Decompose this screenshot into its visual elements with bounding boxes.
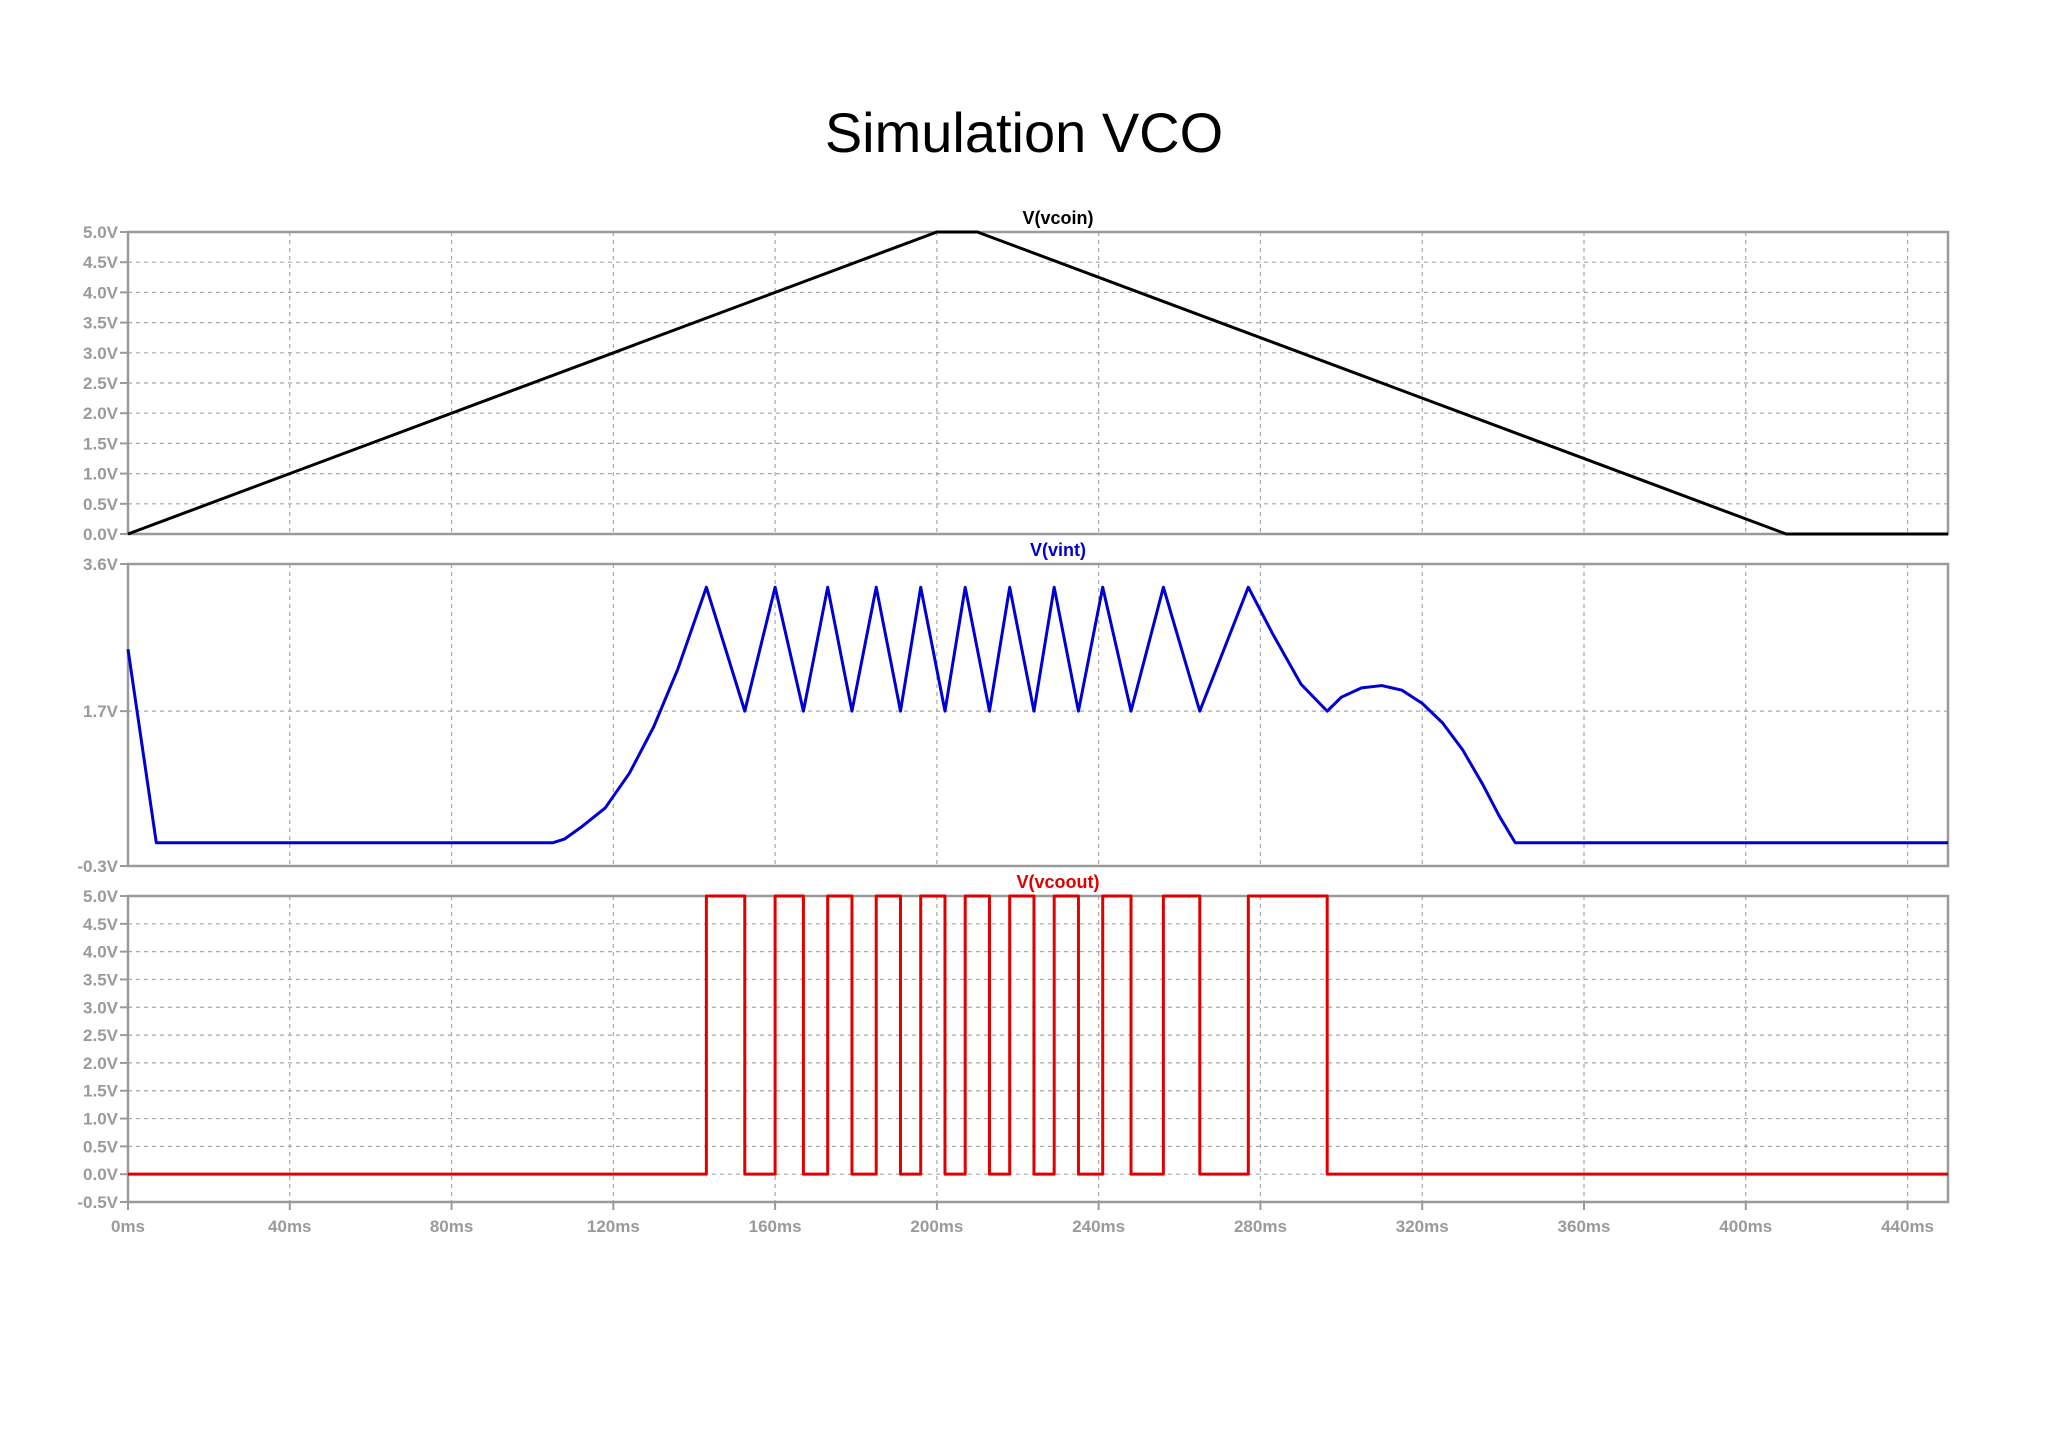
y-tick-label: 0.5V <box>83 495 119 514</box>
x-tick-label: 200ms <box>910 1217 963 1236</box>
plot-title: V(vint) <box>1030 540 1086 560</box>
y-tick-label: 5.0V <box>83 887 119 906</box>
y-tick-label: 3.6V <box>83 555 119 574</box>
trace-vvint <box>126 585 1948 845</box>
y-tick-label: 1.5V <box>83 1082 119 1101</box>
x-tick-label: 120ms <box>587 1217 640 1236</box>
x-tick-label: 400ms <box>1719 1217 1772 1236</box>
y-tick-label: -0.5V <box>77 1193 118 1212</box>
y-tick-label: 4.5V <box>83 915 119 934</box>
y-tick-label: 5.0V <box>83 223 119 242</box>
y-tick-label: 2.0V <box>83 404 119 423</box>
y-tick-label: 2.5V <box>83 374 119 393</box>
plot-title: V(vcoin) <box>1022 208 1093 228</box>
y-tick-label: 2.5V <box>83 1026 119 1045</box>
y-tick-label: 4.0V <box>83 943 119 962</box>
x-tick-label: 0ms <box>111 1217 145 1236</box>
trace-vvcoout <box>128 894 1948 1176</box>
x-tick-label: 80ms <box>430 1217 473 1236</box>
y-tick-label: 3.0V <box>83 344 119 363</box>
y-tick-label: 3.5V <box>83 970 119 989</box>
page-title: Simulation VCO <box>824 101 1224 164</box>
x-tick-label: 160ms <box>749 1217 802 1236</box>
y-tick-label: 2.0V <box>83 1054 119 1073</box>
y-tick-label: 3.5V <box>83 314 119 333</box>
plot-area <box>128 896 1948 1202</box>
x-tick-label: 320ms <box>1396 1217 1449 1236</box>
y-tick-label: 0.5V <box>83 1137 119 1156</box>
trace-vvcoin <box>127 230 1948 536</box>
plot-area <box>128 232 1948 534</box>
x-tick-label: 240ms <box>1072 1217 1125 1236</box>
y-tick-label: 1.0V <box>83 1110 119 1129</box>
y-tick-label: -0.3V <box>77 857 118 876</box>
x-tick-label: 360ms <box>1558 1217 1611 1236</box>
x-tick-label: 440ms <box>1881 1217 1934 1236</box>
y-tick-label: 3.0V <box>83 998 119 1017</box>
plot-frame <box>126 230 1950 536</box>
y-tick-label: 1.5V <box>83 434 119 453</box>
plot-frame <box>126 562 1950 868</box>
y-tick-label: 1.7V <box>83 702 119 721</box>
y-tick-label: 0.0V <box>83 525 119 544</box>
x-tick-label: 40ms <box>268 1217 311 1236</box>
y-tick-label: 4.0V <box>83 283 119 302</box>
y-tick-label: 1.0V <box>83 465 119 484</box>
x-tick-label: 280ms <box>1234 1217 1287 1236</box>
y-tick-label: 4.5V <box>83 253 119 272</box>
y-tick-label: 0.0V <box>83 1165 119 1184</box>
plot-title: V(vcoout) <box>1017 872 1100 892</box>
plot-area <box>128 564 1948 866</box>
plot-frame <box>126 894 1950 1204</box>
